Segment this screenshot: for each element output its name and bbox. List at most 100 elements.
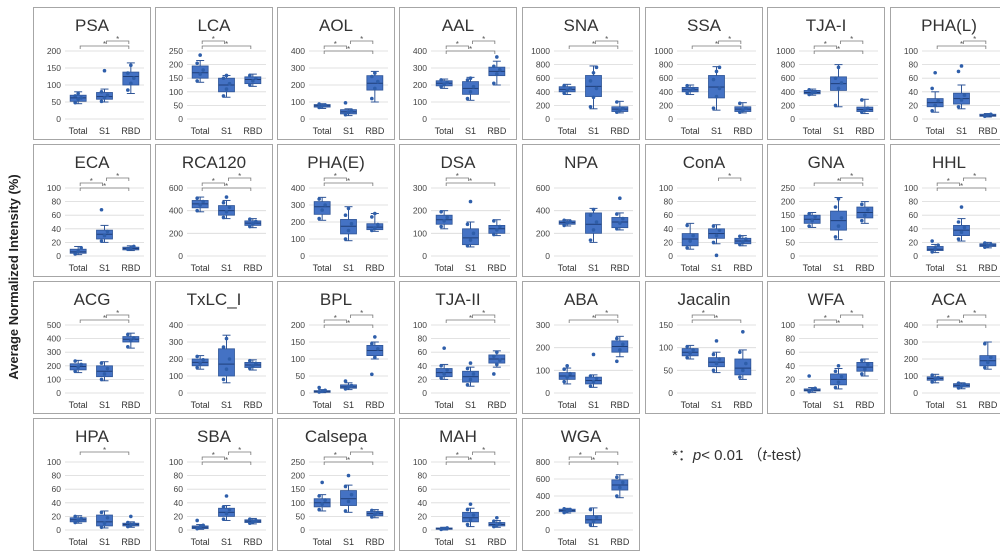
data-point xyxy=(370,75,374,79)
x-tick-label: Total xyxy=(681,126,700,136)
significance-star: * xyxy=(728,35,731,44)
data-point xyxy=(712,224,716,228)
data-point xyxy=(863,213,867,217)
y-tick-label: 400 xyxy=(291,46,305,56)
y-tick-label: 60 xyxy=(786,347,796,357)
data-point xyxy=(320,481,324,485)
y-tick-label: 400 xyxy=(291,183,305,193)
x-tick-label: RBD xyxy=(733,263,753,273)
data-point xyxy=(495,516,499,520)
significance-star: * xyxy=(103,446,106,455)
significance-star: * xyxy=(960,40,963,49)
data-point xyxy=(498,359,502,363)
data-point xyxy=(933,247,937,251)
x-tick-label: Total xyxy=(69,400,88,410)
data-point xyxy=(323,388,327,392)
data-point xyxy=(370,215,374,219)
significance-star: * xyxy=(212,451,215,460)
data-point xyxy=(492,82,496,86)
note-op: < 0.01 xyxy=(701,447,743,464)
data-point xyxy=(498,225,502,229)
x-tick-label: RBD xyxy=(978,400,998,410)
y-tick-label: 0 xyxy=(668,388,673,398)
data-point xyxy=(986,113,990,117)
data-point xyxy=(126,71,130,75)
y-tick-label: 250 xyxy=(169,46,183,56)
data-point xyxy=(615,337,619,341)
data-point xyxy=(595,376,599,380)
data-point xyxy=(957,381,961,385)
x-tick-label: Total xyxy=(191,400,210,410)
data-point xyxy=(195,209,199,213)
data-point xyxy=(615,212,619,216)
x-tick-label: RBD xyxy=(365,263,385,273)
data-point xyxy=(691,234,695,238)
x-tick-label: Total xyxy=(313,400,332,410)
significance-star: * xyxy=(347,456,350,465)
data-point xyxy=(930,250,934,254)
y-tick-label: 0 xyxy=(545,525,550,535)
data-point xyxy=(495,523,499,527)
data-point xyxy=(963,226,967,230)
y-tick-label: 300 xyxy=(291,63,305,73)
panel-title: DSA xyxy=(441,153,477,172)
significance-star: * xyxy=(469,314,472,323)
data-point xyxy=(712,241,716,245)
y-tick-label: 0 xyxy=(300,114,305,124)
data-point xyxy=(439,364,443,368)
y-tick-label: 200 xyxy=(536,100,550,110)
data-point xyxy=(373,335,377,339)
data-point xyxy=(225,367,229,371)
data-point xyxy=(100,239,104,243)
data-point xyxy=(960,98,964,102)
data-point xyxy=(565,364,569,368)
x-tick-label: S1 xyxy=(588,537,599,547)
y-tick-label: 300 xyxy=(904,337,918,347)
significance-star: * xyxy=(605,309,608,318)
panel-title: AAL xyxy=(442,16,474,35)
data-point xyxy=(248,74,252,78)
significance-star: * xyxy=(715,314,718,323)
data-point xyxy=(741,369,745,373)
x-tick-label: RBD xyxy=(365,400,385,410)
data-point xyxy=(222,201,226,205)
x-tick-label: S1 xyxy=(221,126,232,136)
data-point xyxy=(225,74,229,78)
x-tick-label: Total xyxy=(313,126,332,136)
data-point xyxy=(106,93,110,97)
data-point xyxy=(562,507,566,511)
y-tick-label: 0 xyxy=(422,525,427,535)
data-point xyxy=(860,359,864,363)
data-point xyxy=(79,246,83,250)
y-tick-label: 0 xyxy=(422,388,427,398)
x-tick-label: RBD xyxy=(243,537,263,547)
data-point xyxy=(228,508,232,512)
data-point xyxy=(469,518,473,522)
data-point xyxy=(712,106,716,110)
significance-star: * xyxy=(360,309,363,318)
y-tick-label: 20 xyxy=(786,374,796,384)
x-tick-label: S1 xyxy=(99,126,110,136)
y-tick-label: 100 xyxy=(47,80,61,90)
y-tick-label: 600 xyxy=(536,73,550,83)
x-tick-label: Total xyxy=(435,537,454,547)
data-point xyxy=(195,196,199,200)
data-point xyxy=(738,243,742,247)
y-tick-label: 40 xyxy=(909,87,919,97)
data-point xyxy=(100,378,104,382)
y-tick-label: 0 xyxy=(913,388,918,398)
y-tick-label: 50 xyxy=(296,511,306,521)
data-point xyxy=(350,222,354,226)
data-point xyxy=(469,378,473,382)
data-point xyxy=(983,241,987,245)
data-point xyxy=(495,55,499,59)
y-tick-label: 300 xyxy=(291,200,305,210)
panel-title: ABA xyxy=(564,290,599,309)
y-tick-label: 400 xyxy=(169,320,183,330)
data-point xyxy=(989,356,993,360)
y-tick-label: 200 xyxy=(291,471,305,481)
data-point xyxy=(248,517,252,521)
